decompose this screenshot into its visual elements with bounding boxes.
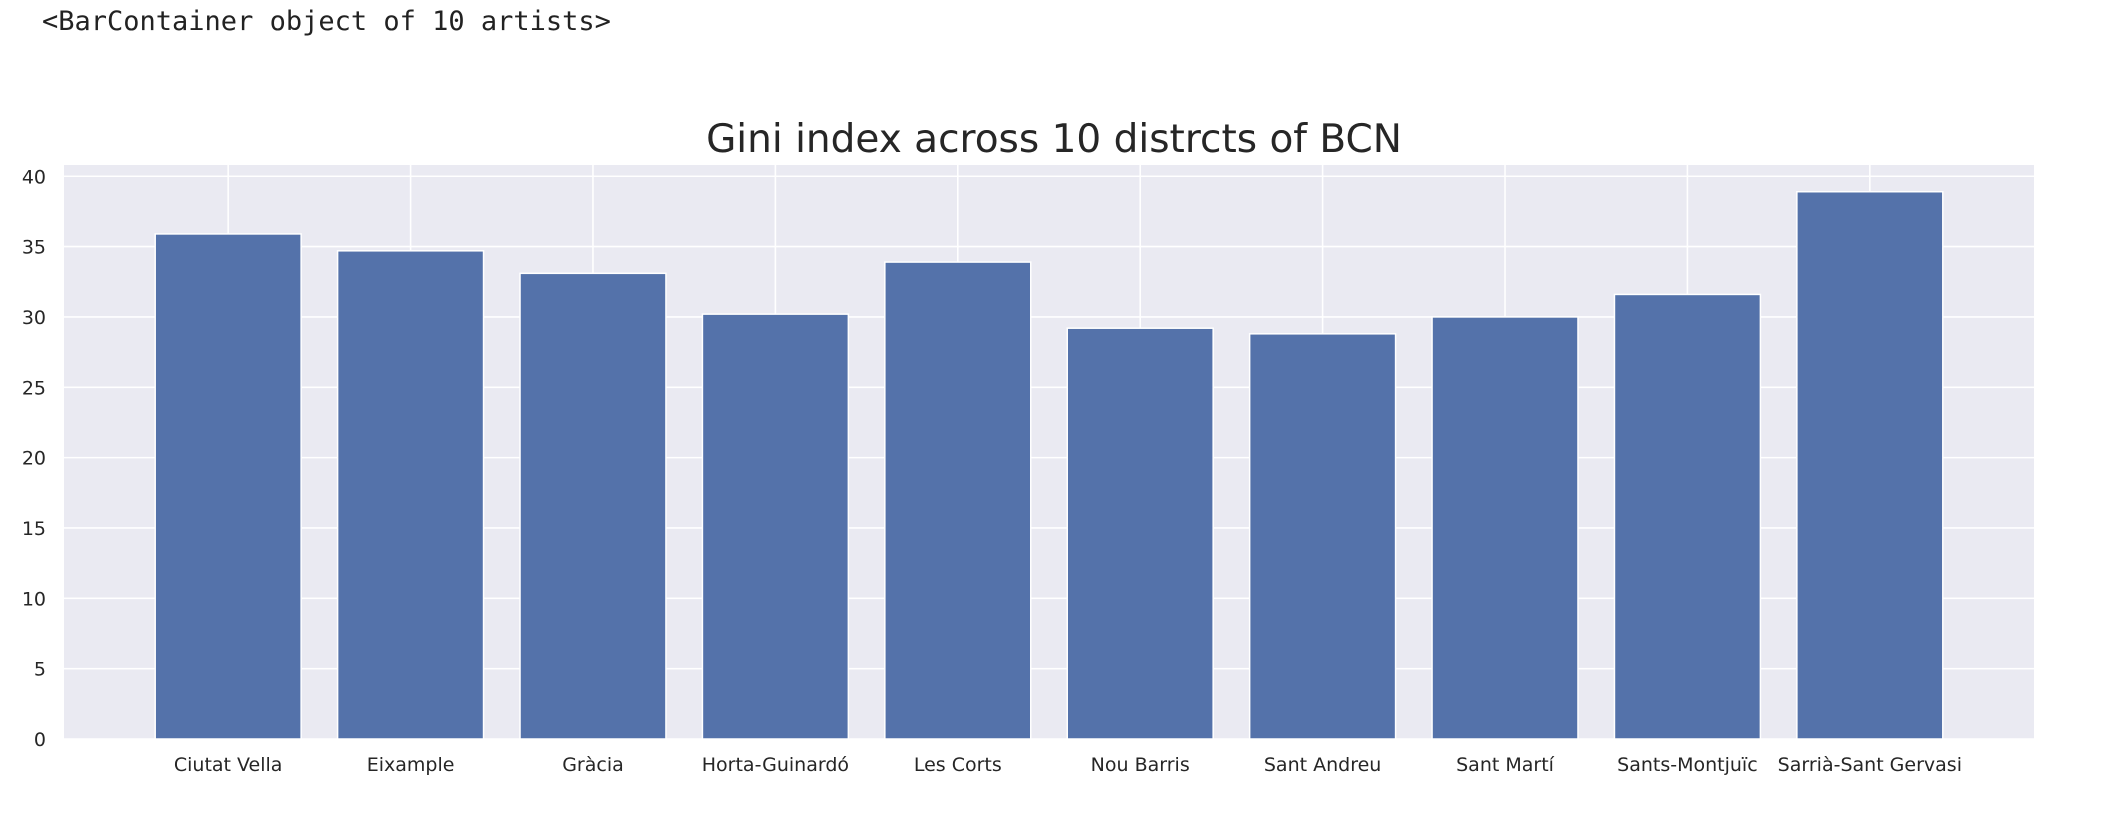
x-tick-label: Horta-Guinardó bbox=[702, 754, 849, 776]
y-tick-label: 35 bbox=[22, 237, 46, 259]
x-tick-label: Gràcia bbox=[562, 754, 624, 776]
y-tick-label: 40 bbox=[22, 166, 46, 188]
bar-2 bbox=[336, 250, 485, 740]
bar-3 bbox=[519, 272, 667, 740]
bar-9 bbox=[1613, 293, 1762, 740]
bar-7 bbox=[1248, 333, 1397, 740]
bar-4 bbox=[701, 313, 850, 740]
bars bbox=[154, 190, 1944, 740]
x-tick-label: Eixample bbox=[367, 754, 455, 776]
y-tick-label: 20 bbox=[22, 448, 46, 470]
bar-5 bbox=[884, 261, 1032, 740]
y-tick-label: 25 bbox=[22, 377, 46, 399]
bar-8 bbox=[1431, 316, 1579, 740]
y-axis-ticks: 0 5 10 15 20 25 30 35 40 bbox=[22, 166, 46, 751]
y-tick-label: 0 bbox=[34, 729, 46, 751]
y-tick-label: 30 bbox=[22, 307, 46, 329]
x-tick-label: Sarrià-Sant Gervasi bbox=[1778, 754, 1962, 776]
x-axis-ticks: Ciutat Vella Eixample Gràcia Horta-Guinardó… bbox=[174, 754, 1962, 776]
y-tick-label: 10 bbox=[22, 588, 46, 610]
x-tick-label: Ciutat Vella bbox=[174, 754, 283, 776]
x-tick-label: Sant Martí bbox=[1456, 754, 1555, 776]
x-tick-label: Nou Barris bbox=[1091, 754, 1190, 776]
x-tick-label: Sant Andreu bbox=[1264, 754, 1381, 776]
cell-output-text: <BarContainer object of 10 artists> bbox=[42, 6, 611, 37]
bar-10 bbox=[1796, 190, 1944, 740]
bar-6 bbox=[1066, 327, 1214, 740]
y-tick-label: 15 bbox=[22, 518, 46, 540]
y-tick-label: 5 bbox=[34, 659, 46, 681]
x-tick-label: Les Corts bbox=[914, 754, 1002, 776]
x-tick-label: Sants-Montjuïc bbox=[1617, 754, 1758, 776]
chart-title: Gini index across 10 distrcts of BCN bbox=[706, 117, 1402, 162]
bar-1 bbox=[154, 233, 302, 740]
